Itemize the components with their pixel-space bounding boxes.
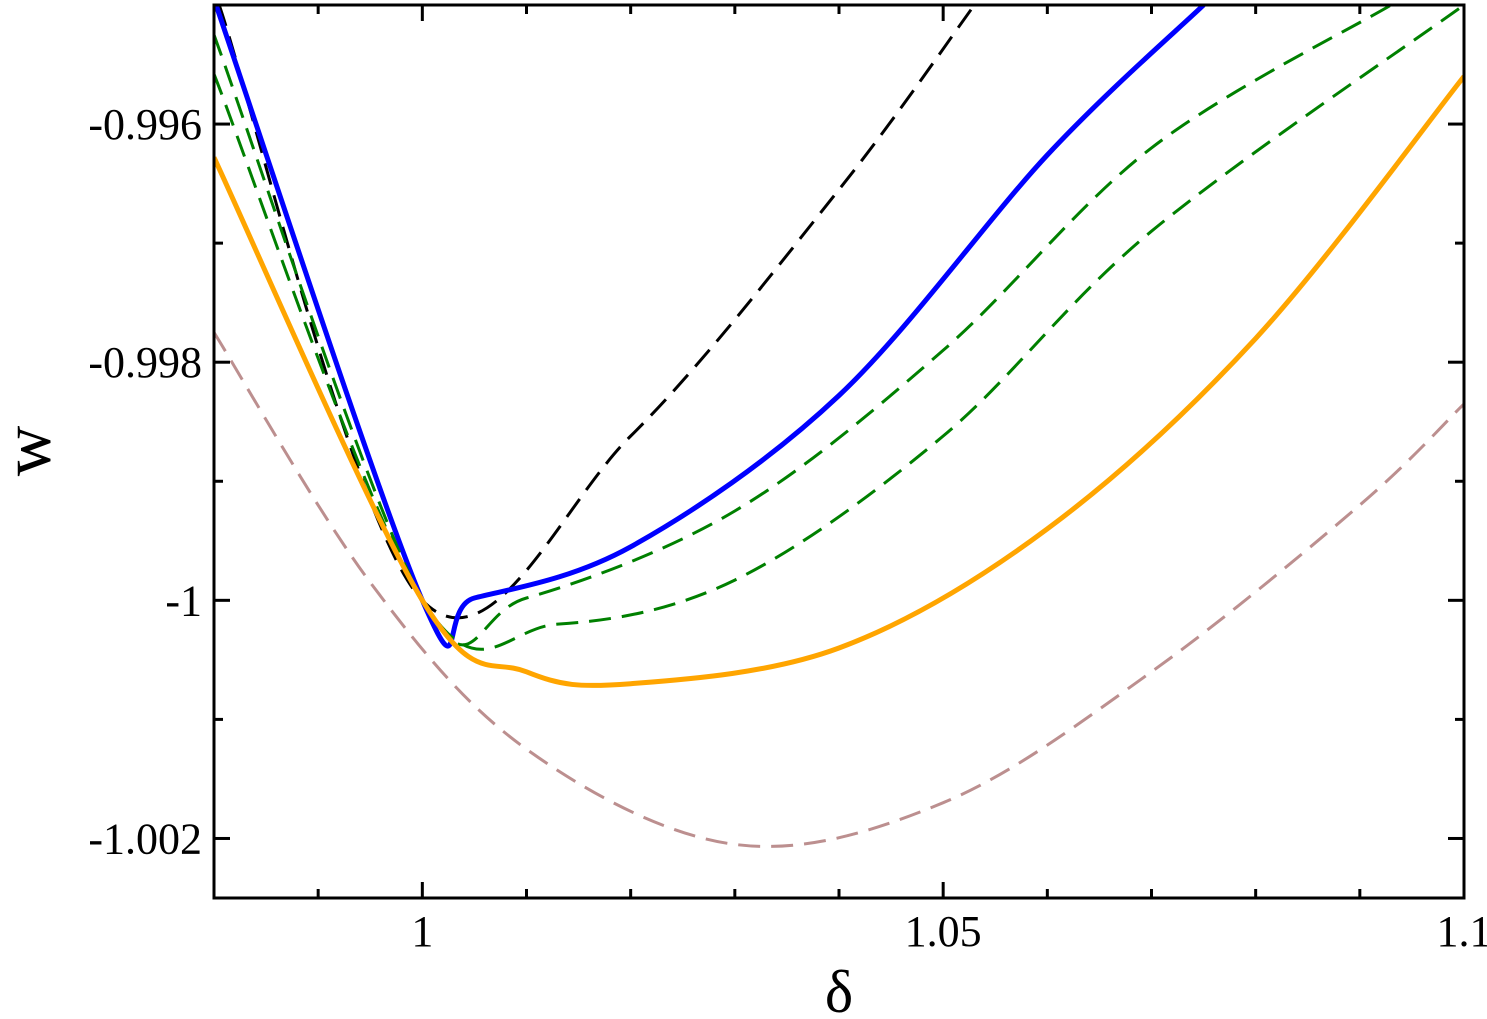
- y-tick-label: -0.998: [88, 338, 202, 387]
- y-axis-title: w: [0, 425, 66, 476]
- y-tick-label: -0.996: [88, 100, 202, 149]
- ticks-layer: 1 1.05 1.1 -0.996 -0.998 -1 -1.002: [88, 3, 1487, 956]
- series-2-line: [214, 5, 1206, 649]
- y-tick-label: -1.002: [88, 814, 202, 863]
- series-6-line: [214, 331, 1464, 848]
- y-tick-label: -1: [165, 576, 202, 625]
- series-1-line: [217, 5, 976, 620]
- series-layer: [214, 5, 1464, 848]
- series-4-line: [214, 5, 1464, 651]
- x-tick-label: 1.1: [1437, 907, 1487, 956]
- x-tick-label: 1: [411, 907, 433, 956]
- x-axis-title: δ: [825, 959, 853, 1019]
- series-3-line: [214, 5, 1392, 647]
- series-5-line: [214, 74, 1464, 688]
- plot-frame: [212, 3, 1466, 900]
- x-tick-label: 1.05: [905, 907, 982, 956]
